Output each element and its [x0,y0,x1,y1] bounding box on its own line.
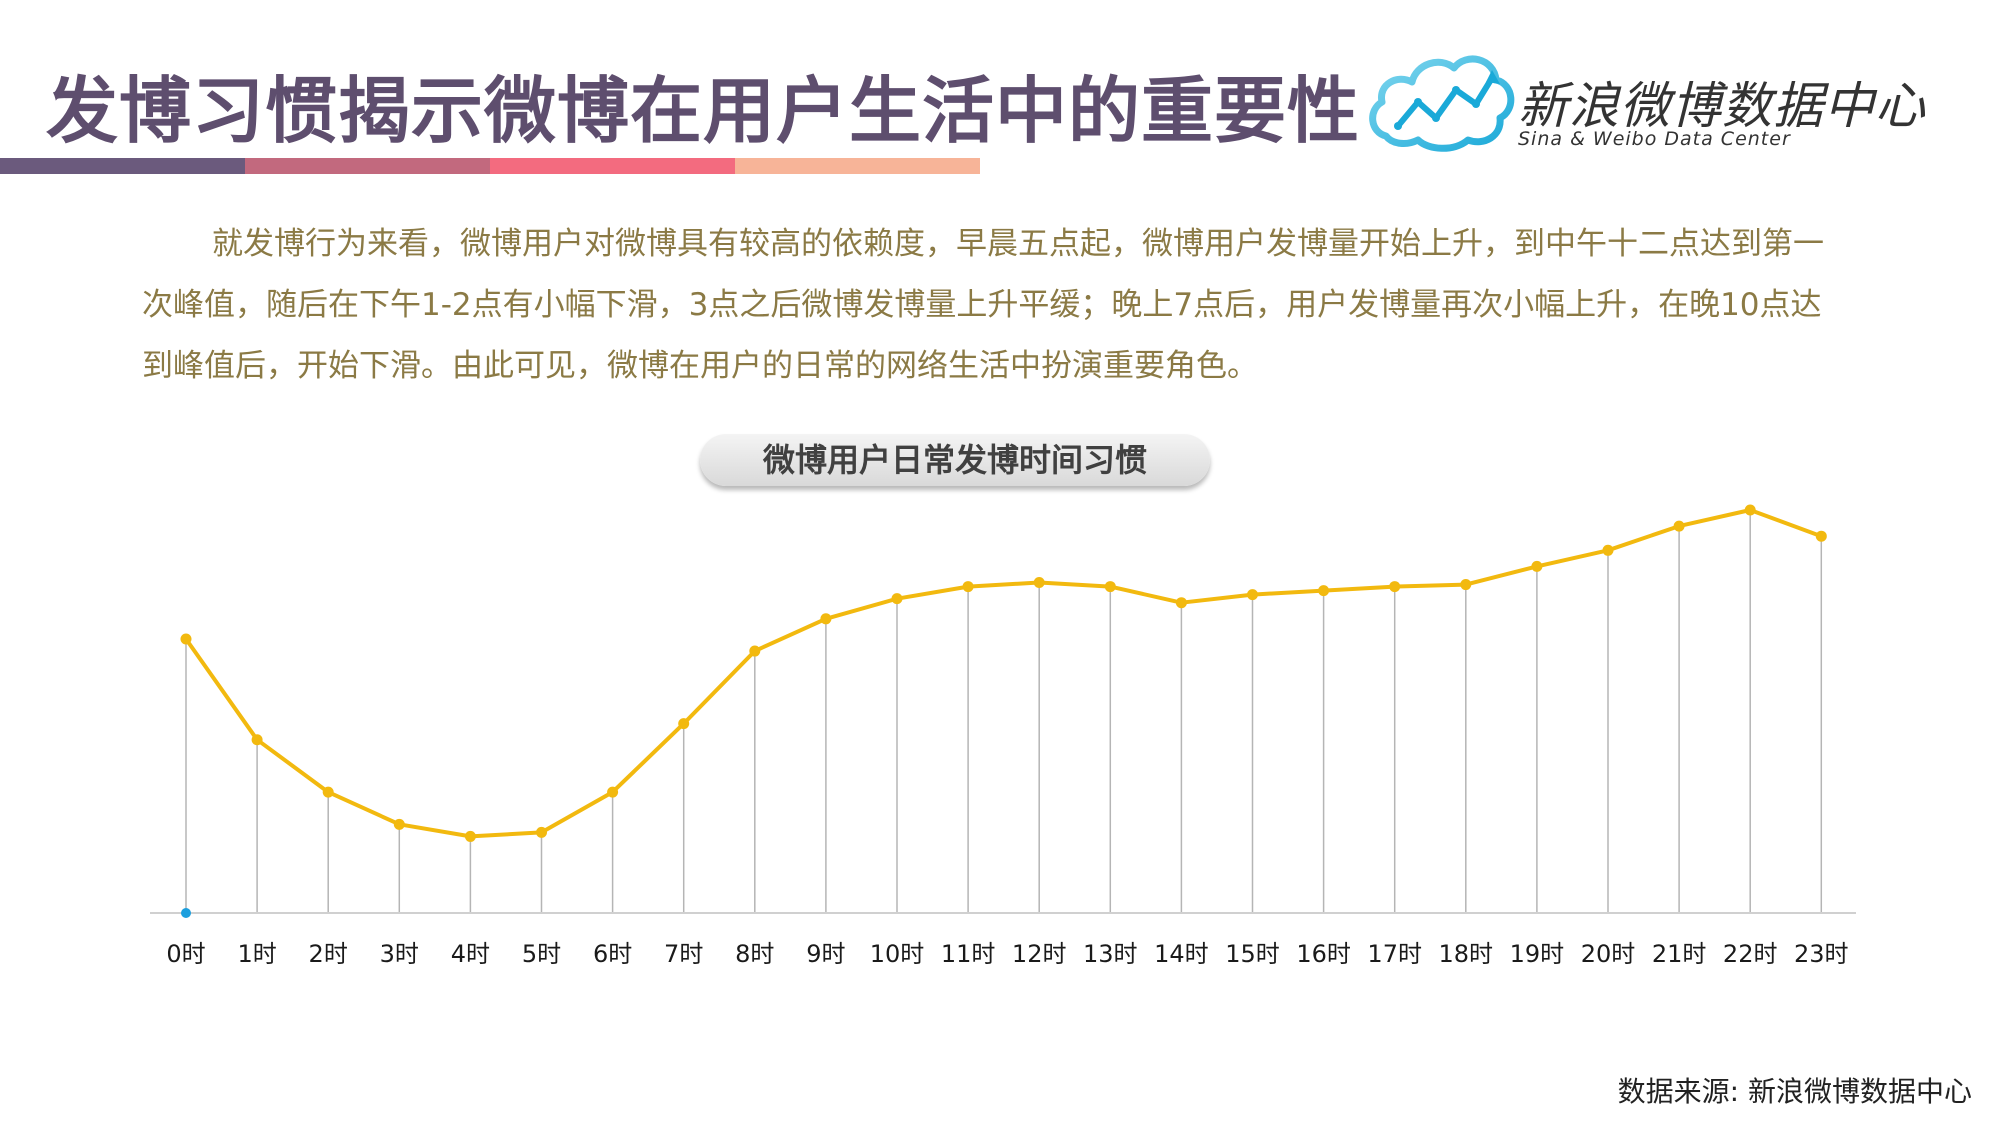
logo-name-cn: 新浪微博数据中心 [1518,77,1926,135]
x-tick-label: 12时 [1012,940,1067,968]
x-tick-label: 7时 [664,940,703,968]
x-tick-label: 22时 [1723,940,1778,968]
data-point [1531,560,1543,572]
accent-segment-4 [735,158,980,174]
logo: 新浪微博数据中心 Sina & Weibo Data Center [1368,44,1948,164]
data-point [1104,581,1116,593]
data-point [1815,530,1827,542]
x-tick-label: 3时 [380,940,419,968]
series-line [184,508,1824,839]
data-point [393,818,405,830]
x-tick-label: 1时 [237,940,276,968]
x-tick-label: 15时 [1225,940,1280,968]
page-title: 发博习惯揭示微博在用户生活中的重要性 [46,69,1361,153]
accent-segment-1 [0,158,245,174]
data-point [1744,504,1756,516]
data-point [1389,581,1401,593]
x-tick-label: 2时 [309,940,348,968]
x-tick-label: 18时 [1439,940,1494,968]
data-point [678,718,690,730]
x-tick-label: 21时 [1652,940,1707,968]
data-point [1175,597,1187,609]
x-tick-label: 10时 [870,940,925,968]
data-point [1033,577,1045,589]
x-tick-label: 17时 [1367,940,1422,968]
description-paragraph: 就发博行为来看，微博用户对微博具有较高的依赖度，早晨五点起，微博用户发博量开始上… [142,226,1824,384]
logo-name-en: Sina & Weibo Data Center [1518,128,1791,150]
data-point [536,826,547,838]
origin-marker [181,908,191,918]
x-tick-label: 4时 [451,940,490,968]
data-point [251,734,263,746]
x-tick-label: 0时 [166,940,205,968]
x-tick-label: 5时 [522,940,561,968]
x-tick-label: 13时 [1083,940,1138,968]
data-point [1460,579,1472,591]
data-point [1247,589,1258,601]
chart-title: 微博用户日常发博时间习惯 [700,434,1210,486]
data-point [749,645,761,657]
x-tick-label: 16时 [1296,940,1351,968]
title-accent-bar [0,158,980,174]
data-point [607,786,619,798]
x-tick-label: 6时 [593,940,632,968]
cloud-chart-logo-icon [1369,55,1515,152]
x-tick-label: 9时 [806,940,845,968]
x-tick-label: 19时 [1510,940,1565,968]
data-point [322,786,334,798]
data-source-note: 数据来源: 新浪微博数据中心 [1617,1075,1972,1108]
data-point [820,613,832,625]
accent-segment-2 [245,158,490,174]
data-point [962,581,974,593]
x-tick-label: 11时 [941,940,996,968]
data-point [180,633,192,645]
x-tick-label: 14时 [1154,940,1209,968]
x-tick-label: 23时 [1794,940,1849,968]
data-point [891,593,903,605]
data-point [1318,585,1330,597]
data-point [1673,520,1685,532]
x-tick-label: 20时 [1581,940,1636,968]
x-tick-label: 8时 [735,940,774,968]
data-point [1602,544,1614,556]
data-point [464,830,476,842]
accent-segment-3 [490,158,735,174]
